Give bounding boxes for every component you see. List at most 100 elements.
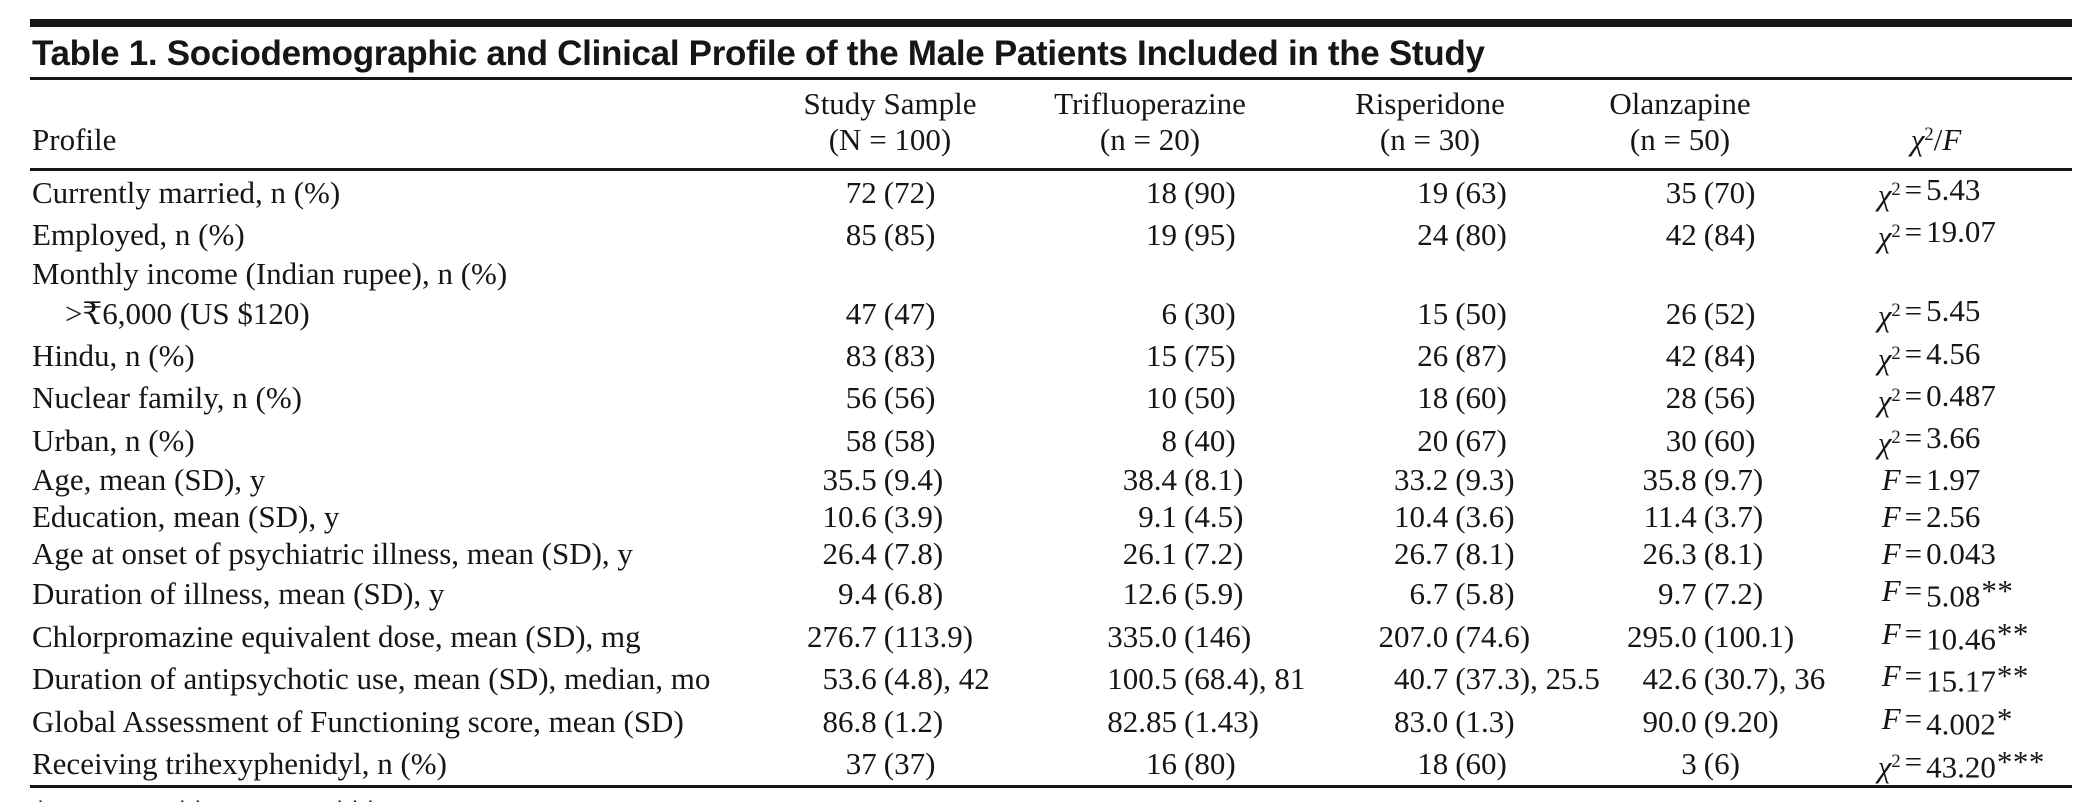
table-row: Education, mean (SD), y 10.6 (3.9) 9.1 (4.5)… [30,498,2072,535]
column-header-profile: Profile [32,122,117,157]
body-rule [30,785,2072,789]
value-cell: 83 (83) [845,338,936,374]
stat-cell: χ2 = 43.20*** [1877,743,2045,785]
value-cell: 58 (58) [845,422,936,458]
value-cell: 56 (56) [845,380,936,416]
table-row: Currently married, n (%) 72 (72) 18 (90) 19 (6… [30,170,2072,214]
table-row: Age at onset of psychiatric illness, mea… [30,535,2072,572]
value-cell: 26.7 (8.1) [1393,536,1515,572]
table-row: Receiving trihexyphenidyl, n (%) 37 (37) 16… [30,743,2072,786]
value-cell: 38.4 (8.1) [1122,462,1244,498]
value-cell: 335.0 (146) [1107,618,1252,654]
value-cell: 10.6 (3.9) [822,499,944,535]
value-cell: 82.85 (1.43) [1107,703,1259,739]
value-cell: 10 (50) [1146,380,1236,416]
value-cell: 83.0 (1.3) [1393,703,1515,739]
value-cell: 28 (56) [1665,380,1756,416]
column-header-trifluoperazine: Trifluoperazine (n = 20) [1054,86,1246,157]
table-row: Age, mean (SD), y 35.5 (9.4) 38.4 (8.1) 33.2(… [30,461,2072,498]
footnote-item: ***P< .001. [331,794,485,802]
table-row: Hindu, n (%) 83 (83) 15 (75) 26 (87) 42 (84) χ2 = 4… [30,335,2072,377]
table-row: Duration of antipsychotic use, mean (SD)… [30,657,2072,700]
stat-cell: F = 10.46** [1881,615,2029,657]
stat-cell: χ2 = 5.43 [1877,172,1981,213]
value-cell: 47 (47) [845,296,936,332]
stat-cell: F = 1.97 [1881,462,1981,498]
value-cell: 37 (37) [845,746,936,782]
value-cell [780,255,1000,292]
value-cell: 35.5 (9.4) [822,462,944,498]
profile-cell: Duration of illness, mean (SD), y [32,576,445,612]
value-cell: 33.2 (9.3) [1393,462,1515,498]
value-cell: 12.6 (5.9) [1122,576,1244,612]
value-cell [1000,255,1300,292]
profile-cell: Duration of antipsychotic use, mean (SD)… [32,661,711,697]
value-cell: 26.1 (7.2) [1122,536,1244,572]
column-header-chi2-f: χ2/F [1910,122,1962,157]
value-cell: 16 (80) [1146,746,1236,782]
table-row: Employed, n (%) 85 (85) 19 (95) 24 (80) 42 (84) χ… [30,213,2072,255]
column-header-risperidone: Risperidone (n = 30) [1355,86,1505,157]
value-cell: 10.4 (3.6) [1393,499,1515,535]
profile-cell: >₹6,000 (US $120) [65,296,310,332]
value-cell: 15 (50) [1417,296,1507,332]
value-cell: 26.4 (7.8) [822,536,944,572]
value-cell: 85 (85) [845,216,936,252]
value-cell: 86.8 (1.2) [822,703,944,739]
value-cell: 11.4 (3.7) [1643,499,1764,535]
profile-cell: Global Assessment of Functioning score, … [32,703,684,739]
value-cell: 53.6 (4.8), 42 [822,661,990,697]
value-cell: 26 (87) [1417,338,1507,374]
value-cell: 90.0 (9.20) [1642,703,1779,739]
value-cell: 19 (95) [1146,216,1236,252]
value-cell: 35.8 (9.7) [1642,462,1764,498]
footnotes: *P< .05. **P< .01. ***P< .001. [30,788,2072,802]
stat-cell [1800,255,2072,292]
stat-cell: χ2 = 0.487 [1877,377,1996,419]
profile-cell: Nuclear family, n (%) [32,380,302,416]
value-cell: 9.4 (6.8) [838,576,944,612]
stat-cell: χ2 = 19.07 [1877,214,1996,255]
value-cell: 20 (67) [1417,422,1507,458]
stat-cell: F = 5.08** [1881,573,2014,614]
title-rule [30,77,2072,80]
profile-cell: Employed, n (%) [32,216,245,252]
table-container: Table 1. Sociodemographic and Clinical P… [30,19,2072,802]
footnote-item: *P< .05. [32,794,140,802]
table-row: Monthly income (Indian rupee), n (%) [30,255,2072,292]
value-cell: 9.1 (4.5) [1138,499,1244,535]
stat-cell: F = 2.56 [1881,499,1981,535]
stat-cell: F = 4.002* [1881,701,2013,742]
footnote-item: **P< .01. [174,794,298,802]
value-cell: 40.7 (37.3), 25.5 [1393,661,1600,697]
profile-cell: Receiving trihexyphenidyl, n (%) [32,746,447,782]
value-cell [1560,255,1800,292]
column-header-study-sample: Study Sample (N = 100) [803,86,977,157]
value-cell: 24 (80) [1417,216,1507,252]
stat-cell: χ2 = 3.66 [1877,420,1981,461]
table-row: Chlorpromazine equivalent dose, mean (SD… [30,615,2072,658]
value-cell: 8 (40) [1161,422,1236,458]
value-cell: 6.7 (5.8) [1409,576,1515,612]
value-cell: 72 (72) [845,174,936,210]
value-cell: 295.0 (100.1) [1627,618,1795,654]
value-cell: 100.5 (68.4), 81 [1107,661,1306,697]
profile-cell: Monthly income (Indian rupee), n (%) [32,256,508,292]
value-cell: 18 (60) [1417,746,1507,782]
data-table: Profile Study Sample (N = 100) Trifluope… [30,80,2072,785]
stat-cell: χ2 = 4.56 [1877,335,1981,376]
table-row: Global Assessment of Functioning score, … [30,700,2072,743]
value-cell: 18 (90) [1146,174,1236,210]
header-row: Profile Study Sample (N = 100) Trifluope… [30,80,2072,170]
value-cell: 42 (84) [1665,338,1756,374]
value-cell: 3 (6) [1681,746,1740,782]
value-cell: 42.6 (30.7), 36 [1642,661,1826,697]
profile-cell: Urban, n (%) [32,422,195,458]
value-cell: 42 (84) [1665,216,1756,252]
profile-cell: Hindu, n (%) [32,338,195,374]
value-cell: 19 (63) [1417,174,1507,210]
value-cell: 35 (70) [1665,174,1756,210]
value-cell: 6 (30) [1161,296,1236,332]
value-cell: 276.7 (113.9) [807,618,974,654]
